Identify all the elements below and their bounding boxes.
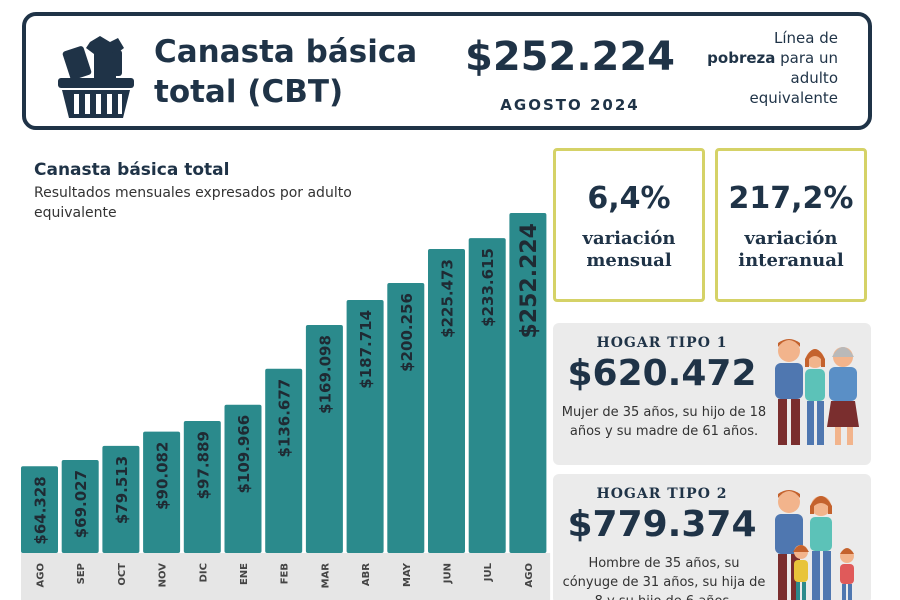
x-tick-label-11: JUL xyxy=(483,562,494,582)
poverty-note-bold: pobreza xyxy=(707,49,776,67)
bar-value-label-2: $79.513 xyxy=(113,456,131,524)
x-tick-label-6: FEB xyxy=(280,563,291,584)
bar-value-label-7: $169.098 xyxy=(316,335,334,414)
header-cbt-value: $252.224 xyxy=(464,34,676,80)
x-tick-label-5: ENE xyxy=(239,563,250,585)
family-three-people-icon xyxy=(775,339,859,445)
household-1-title: HOGAR TIPO 1 xyxy=(596,335,728,351)
bar-5 xyxy=(224,404,262,553)
x-tick-label-0: AGO xyxy=(36,563,47,587)
x-tick-label-7: MAR xyxy=(320,563,331,589)
bar-value-label-0: $64.328 xyxy=(32,476,50,544)
x-tick-label-12: AGO xyxy=(524,563,535,587)
bar-6 xyxy=(265,368,303,553)
household-1-value: $620.472 xyxy=(567,353,757,394)
bar-7 xyxy=(305,325,343,553)
x-axis-band xyxy=(21,553,551,600)
bar-12 xyxy=(509,213,547,553)
annual-variation-value: 217,2% xyxy=(728,181,854,216)
x-tick-label-1: SEP xyxy=(76,563,87,584)
chart-subtitle: Resultados mensuales expresados por adul… xyxy=(34,185,352,221)
bar-value-label-9: $200.256 xyxy=(398,293,416,372)
bar-value-label-10: $225.473 xyxy=(439,259,457,338)
bar-value-label-5: $109.966 xyxy=(235,415,253,494)
bar-10 xyxy=(428,249,465,554)
bar-2 xyxy=(102,445,140,553)
bar-11 xyxy=(468,238,506,553)
bar-3 xyxy=(143,431,181,553)
poverty-note-line1: Línea de xyxy=(774,29,838,47)
poverty-note-line2: para un adulto equivalente xyxy=(749,49,838,107)
cbt-bar-chart: $64.328 AGO $69.027 SEP $79.513 OCT $90.082 NOV… xyxy=(21,213,551,600)
household-2-value: $779.374 xyxy=(567,504,757,545)
x-tick-label-2: OCT xyxy=(117,563,128,586)
household-1-description: Mujer de 35 años, su hijo de 18 años y s… xyxy=(561,405,767,439)
shopping-basket-icon xyxy=(58,36,134,118)
x-tick-label-10: JUN xyxy=(443,563,454,584)
x-tick-label-3: NOV xyxy=(158,563,169,588)
x-tick-label-8: ABR xyxy=(361,563,372,586)
household-2-description: Hombre de 35 años, su cónyuge de 31 años… xyxy=(562,556,766,600)
bar-1 xyxy=(61,459,99,553)
family-four-people-icon xyxy=(775,490,854,600)
bar-value-label-12: $252.224 xyxy=(517,223,542,339)
monthly-variation-box: 6,4% variación mensual xyxy=(553,148,705,302)
bar-value-label-4: $97.889 xyxy=(194,431,212,499)
annual-variation-label: variación interanual xyxy=(738,228,844,271)
bar-value-label-11: $233.615 xyxy=(479,248,497,327)
header-banner: Canasta básica total (CBT) $252.224 AGOS… xyxy=(22,12,872,130)
household-type-1-card: HOGAR TIPO 1 $620.472 Mujer de 35 años, … xyxy=(553,323,871,465)
bar-8 xyxy=(346,299,384,553)
monthly-variation-value: 6,4% xyxy=(587,181,671,216)
bar-value-label-6: $136.677 xyxy=(276,379,294,458)
bar-9 xyxy=(387,283,425,553)
bar-value-label-8: $187.714 xyxy=(357,310,375,389)
bar-0 xyxy=(21,466,58,553)
chart-title: Canasta básica total xyxy=(34,160,230,180)
page-title: Canasta básica total (CBT) xyxy=(154,34,418,110)
bar-4 xyxy=(183,421,221,553)
bar-value-label-1: $69.027 xyxy=(72,470,90,538)
x-tick-label-9: MAY xyxy=(402,562,413,587)
bar-value-label-3: $90.082 xyxy=(154,442,172,510)
household-2-title: HOGAR TIPO 2 xyxy=(596,486,728,502)
monthly-variation-label: variación mensual xyxy=(582,228,676,271)
household-type-2-card: HOGAR TIPO 2 $779.374 Hombre de 35 años,… xyxy=(553,474,871,600)
header-date: AGOSTO 2024 xyxy=(500,96,640,114)
x-tick-label-4: DIC xyxy=(198,563,209,582)
annual-variation-box: 217,2% variación interanual xyxy=(715,148,867,302)
poverty-line-note: Línea de pobreza para un adulto equivale… xyxy=(698,28,838,108)
